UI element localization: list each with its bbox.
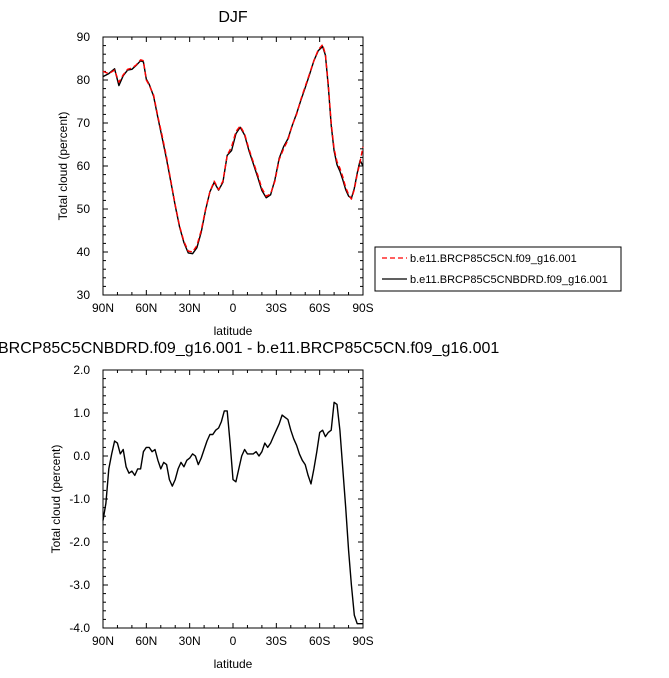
x-tick-label: 30N — [179, 634, 201, 648]
x-tick-label: 60N — [135, 301, 157, 315]
top-chart-title: DJF — [218, 9, 248, 26]
y-tick-label: 50 — [77, 202, 91, 216]
bottom-chart-series — [102, 401, 363, 625]
legend-box — [374, 246, 622, 292]
bottom-chart-plot-frame — [102, 369, 364, 629]
bottom-chart-ticks: 90N 60N 30N 0 30S 60S 90S -4.0 -3.0 -2.0 -1.0 0.0 1.… — [69, 363, 373, 648]
y-tick-label: 80 — [77, 73, 91, 87]
x-tick-label: 0 — [230, 301, 237, 315]
y-tick-label: -3.0 — [69, 578, 90, 592]
y-tick-label: -2.0 — [69, 535, 90, 549]
x-tick-label: 90N — [92, 634, 114, 648]
x-tick-label: 30S — [266, 634, 287, 648]
y-tick-label: 2.0 — [73, 363, 90, 377]
y-tick-label: -1.0 — [69, 492, 90, 506]
y-tick-label: 60 — [77, 159, 91, 173]
x-tick-label: 30N — [179, 301, 201, 315]
x-tick-label: 0 — [230, 634, 237, 648]
x-tick-label: 30S — [266, 301, 287, 315]
y-tick-label: 30 — [77, 288, 91, 302]
legend-label-series-2: b.e11.BRCP85C5CNBDRD.f09_g16.001 — [410, 274, 608, 286]
top-chart-ylabel: Total cloud (percent) — [56, 112, 70, 221]
y-tick-label: 70 — [77, 116, 91, 130]
x-tick-label: 60S — [309, 301, 330, 315]
bottom-chart-title: b.e11.BRCP85C5CNBDRD.f09_g16.001 - b.e11… — [0, 340, 499, 357]
x-tick-label: 90N — [92, 301, 114, 315]
x-tick-label: 60N — [135, 634, 157, 648]
top-chart-ticks: 90N 60N 30N 0 30S 60S 90S 30 40 50 60 70 80 90 — [77, 30, 374, 315]
bottom-chart-xlabel: latitude — [214, 657, 253, 671]
top-chart-plot-frame — [102, 36, 364, 296]
top-chart-legend: b.e11.BRCP85C5CN.f09_g16.001 b.e11.BRCP8… — [374, 246, 622, 292]
top-chart-xlabel: latitude — [214, 324, 253, 338]
top-chart: DJF 90N 60N 30N 0 30S 60S 90S 30 40 50 60 70 80 90 la… — [56, 9, 622, 338]
y-tick-label: 40 — [77, 245, 91, 259]
y-tick-label: 0.0 — [73, 449, 90, 463]
x-tick-label: 90S — [352, 634, 373, 648]
y-tick-label: 90 — [77, 30, 91, 44]
bottom-chart-ylabel: Total cloud (percent) — [49, 445, 63, 554]
x-tick-label: 90S — [352, 301, 373, 315]
legend-label-series-1: b.e11.BRCP85C5CN.f09_g16.001 — [410, 253, 577, 265]
y-tick-label: 1.0 — [73, 406, 90, 420]
bottom-chart: b.e11.BRCP85C5CNBDRD.f09_g16.001 - b.e11… — [0, 340, 499, 671]
x-tick-label: 60S — [309, 634, 330, 648]
top-chart-series — [102, 44, 364, 255]
top-series-line-2 — [102, 45, 364, 255]
y-tick-label: -4.0 — [69, 621, 90, 635]
bottom-series-line-1 — [102, 401, 363, 625]
top-series-line-1 — [102, 44, 364, 253]
